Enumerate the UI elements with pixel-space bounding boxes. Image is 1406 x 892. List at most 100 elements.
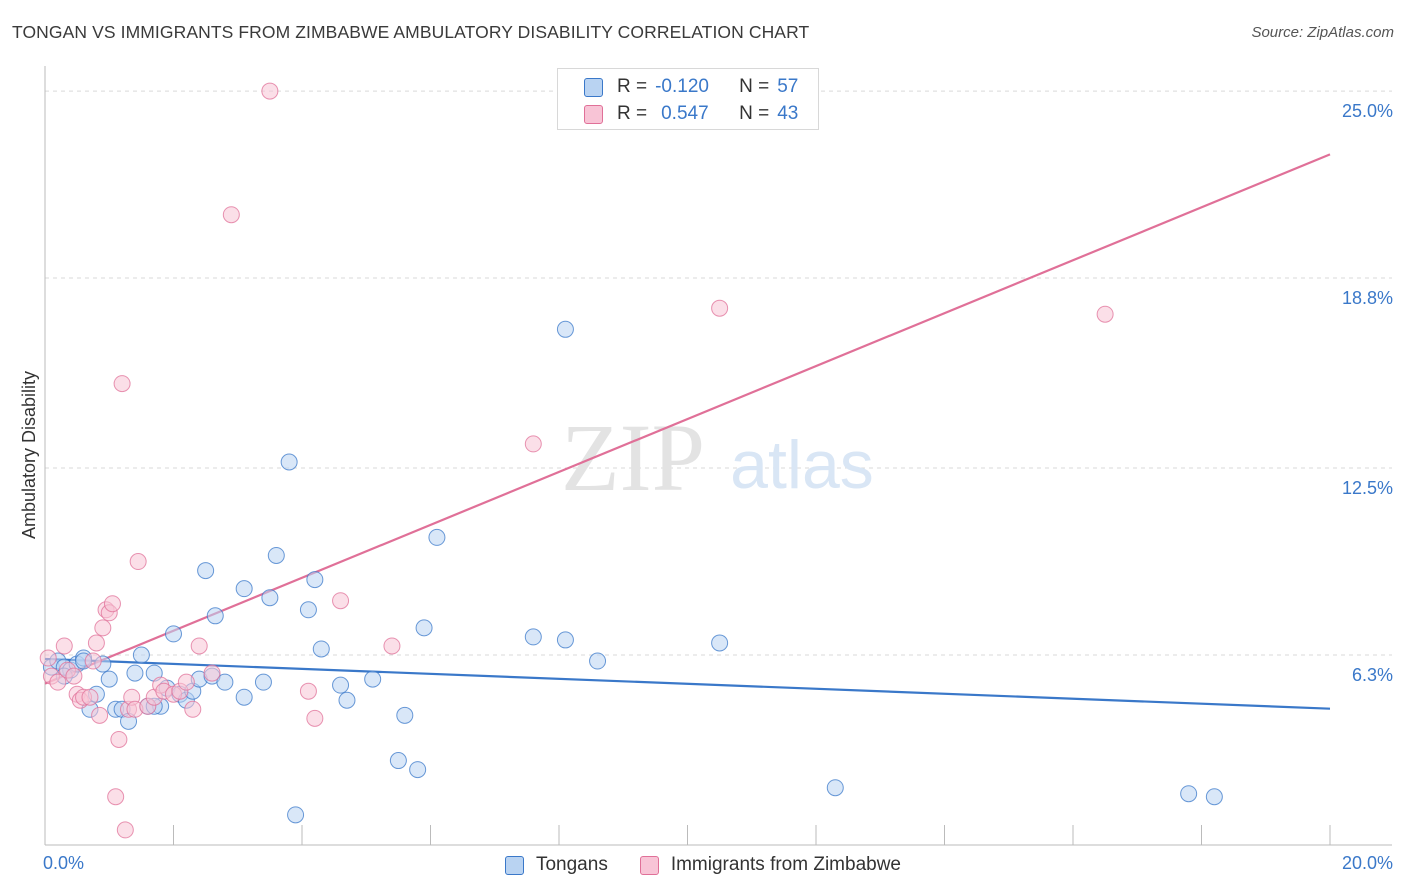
- point-zimbabwe: [306, 709, 324, 727]
- tongans-legend-swatch: [504, 855, 524, 875]
- point-tongans: [235, 688, 253, 706]
- point-zimbabwe: [49, 673, 67, 691]
- point-tongans: [826, 779, 844, 797]
- legend-label-tongans: Tongans: [535, 854, 608, 875]
- point-tongans: [589, 652, 607, 670]
- point-tongans: [389, 752, 407, 770]
- point-tongans: [409, 761, 427, 779]
- point-tongans: [100, 670, 118, 688]
- point-zimbabwe: [1096, 305, 1114, 323]
- point-tongans: [332, 676, 350, 694]
- watermark: ZIP atlas: [561, 404, 874, 511]
- point-zimbabwe: [524, 435, 542, 453]
- point-zimbabwe: [103, 595, 121, 613]
- y-tick-label: 12.5%: [1342, 478, 1393, 498]
- point-tongans: [364, 670, 382, 688]
- point-tongans: [415, 619, 433, 637]
- point-tongans: [524, 628, 542, 646]
- point-tongans: [235, 580, 253, 598]
- n-value-tongans: 57: [777, 76, 799, 97]
- point-tongans: [1205, 788, 1223, 806]
- point-zimbabwe: [177, 673, 195, 691]
- point-zimbabwe: [203, 664, 221, 682]
- chart-title: TONGAN VS IMMIGRANTS FROM ZIMBABWE AMBUL…: [12, 22, 810, 42]
- stats-legend: R = -0.120 N = 57 R = 0.547 N = 43: [557, 68, 819, 130]
- point-tongans: [299, 601, 317, 619]
- y-axis-label: Ambulatory Disability: [19, 371, 39, 539]
- point-zimbabwe: [94, 619, 112, 637]
- point-tongans: [197, 562, 215, 580]
- point-zimbabwe: [711, 299, 729, 317]
- point-zimbabwe: [299, 682, 317, 700]
- r-label: R =: [617, 76, 648, 97]
- y-tick-label: 18.8%: [1342, 288, 1393, 308]
- r-value-tongans: -0.120: [655, 76, 709, 97]
- point-tongans: [306, 571, 324, 589]
- y-tick-label: 25.0%: [1342, 101, 1393, 121]
- point-zimbabwe: [332, 592, 350, 610]
- legend-item-tongans: Tongans: [504, 854, 608, 876]
- point-zimbabwe: [91, 706, 109, 724]
- point-zimbabwe: [87, 634, 105, 652]
- point-zimbabwe: [383, 637, 401, 655]
- point-zimbabwe: [55, 637, 73, 655]
- zimbabwe-swatch: [584, 104, 603, 124]
- trend-lines: [44, 153, 1331, 710]
- tongans-swatch: [584, 77, 603, 97]
- n-label: N =: [739, 76, 770, 97]
- point-tongans: [1180, 785, 1198, 803]
- point-zimbabwe: [84, 652, 102, 670]
- axes: [44, 66, 1392, 846]
- x-tick-label-min: 0.0%: [43, 853, 84, 873]
- point-tongans: [280, 453, 298, 471]
- n-label: N =: [739, 103, 770, 124]
- y-tick-label: 6.3%: [1352, 665, 1393, 685]
- series-legend: Tongans Immigrants from Zimbabwe: [0, 852, 1406, 878]
- point-zimbabwe: [116, 821, 134, 839]
- trend-line-zimbabwe: [44, 153, 1331, 685]
- legend-item-zimbabwe: Immigrants from Zimbabwe: [639, 854, 901, 876]
- point-zimbabwe: [81, 688, 99, 706]
- point-zimbabwe: [113, 375, 131, 393]
- point-tongans: [132, 646, 150, 664]
- point-tongans: [261, 589, 279, 607]
- data-points: [39, 82, 1223, 839]
- point-tongans: [206, 607, 224, 625]
- point-tongans: [287, 806, 305, 824]
- point-zimbabwe: [39, 649, 57, 667]
- n-value-zimbabwe: 43: [777, 103, 799, 124]
- point-tongans: [711, 634, 729, 652]
- point-tongans: [254, 673, 272, 691]
- point-zimbabwe: [65, 667, 83, 685]
- x-tick-label-max: 20.0%: [1342, 853, 1393, 873]
- point-tongans: [556, 320, 574, 338]
- source-label: Source: ZipAtlas.com: [1251, 24, 1394, 41]
- watermark-atlas: atlas: [730, 427, 874, 503]
- point-tongans: [267, 546, 285, 564]
- stats-row-zimbabwe: R = 0.547 N = 43: [584, 101, 798, 127]
- point-tongans: [165, 625, 182, 643]
- zimbabwe-legend-swatch: [639, 855, 659, 875]
- trend-line-tongans: [44, 657, 1331, 710]
- point-tongans: [556, 631, 574, 649]
- point-zimbabwe: [110, 730, 128, 748]
- r-label: R =: [617, 103, 648, 124]
- point-tongans: [216, 673, 234, 691]
- point-tongans: [396, 706, 414, 724]
- point-zimbabwe: [184, 700, 202, 718]
- stats-row-tongans: R = -0.120 N = 57: [584, 74, 798, 100]
- point-tongans: [428, 528, 446, 546]
- point-tongans: [126, 664, 144, 682]
- point-zimbabwe: [261, 82, 279, 100]
- tick-labels: 6.3% 12.5% 18.8% 25.0% 0.0% 20.0%: [43, 101, 1393, 873]
- point-tongans: [338, 691, 356, 709]
- point-zimbabwe: [107, 788, 125, 806]
- point-zimbabwe: [129, 553, 147, 571]
- legend-label-zimbabwe: Immigrants from Zimbabwe: [670, 854, 901, 875]
- gridlines: [45, 90, 1392, 656]
- r-value-zimbabwe: 0.547: [661, 103, 709, 124]
- point-zimbabwe: [190, 637, 208, 655]
- point-tongans: [312, 640, 330, 658]
- point-zimbabwe: [222, 206, 240, 224]
